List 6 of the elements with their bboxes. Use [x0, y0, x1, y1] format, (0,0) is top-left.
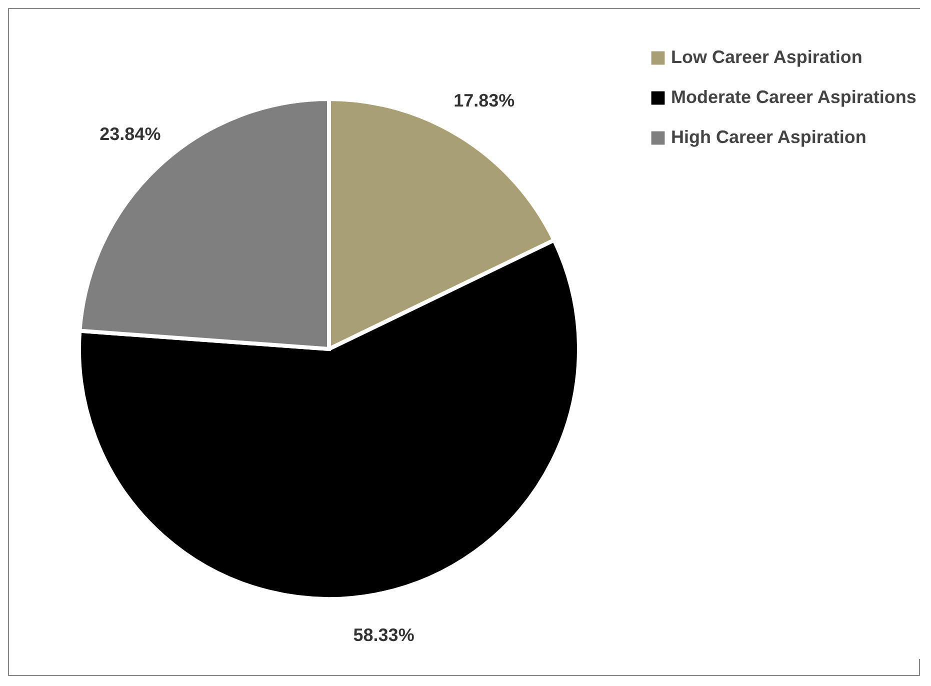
data-label: 23.84% [100, 124, 161, 144]
legend-label: High Career Aspiration [671, 127, 866, 147]
data-label: 17.83% [454, 90, 515, 111]
legend-label: Low Career Aspiration [671, 47, 862, 67]
data-label: 58.33% [353, 624, 414, 645]
legend-label: Moderate Career Aspirations [671, 87, 916, 107]
